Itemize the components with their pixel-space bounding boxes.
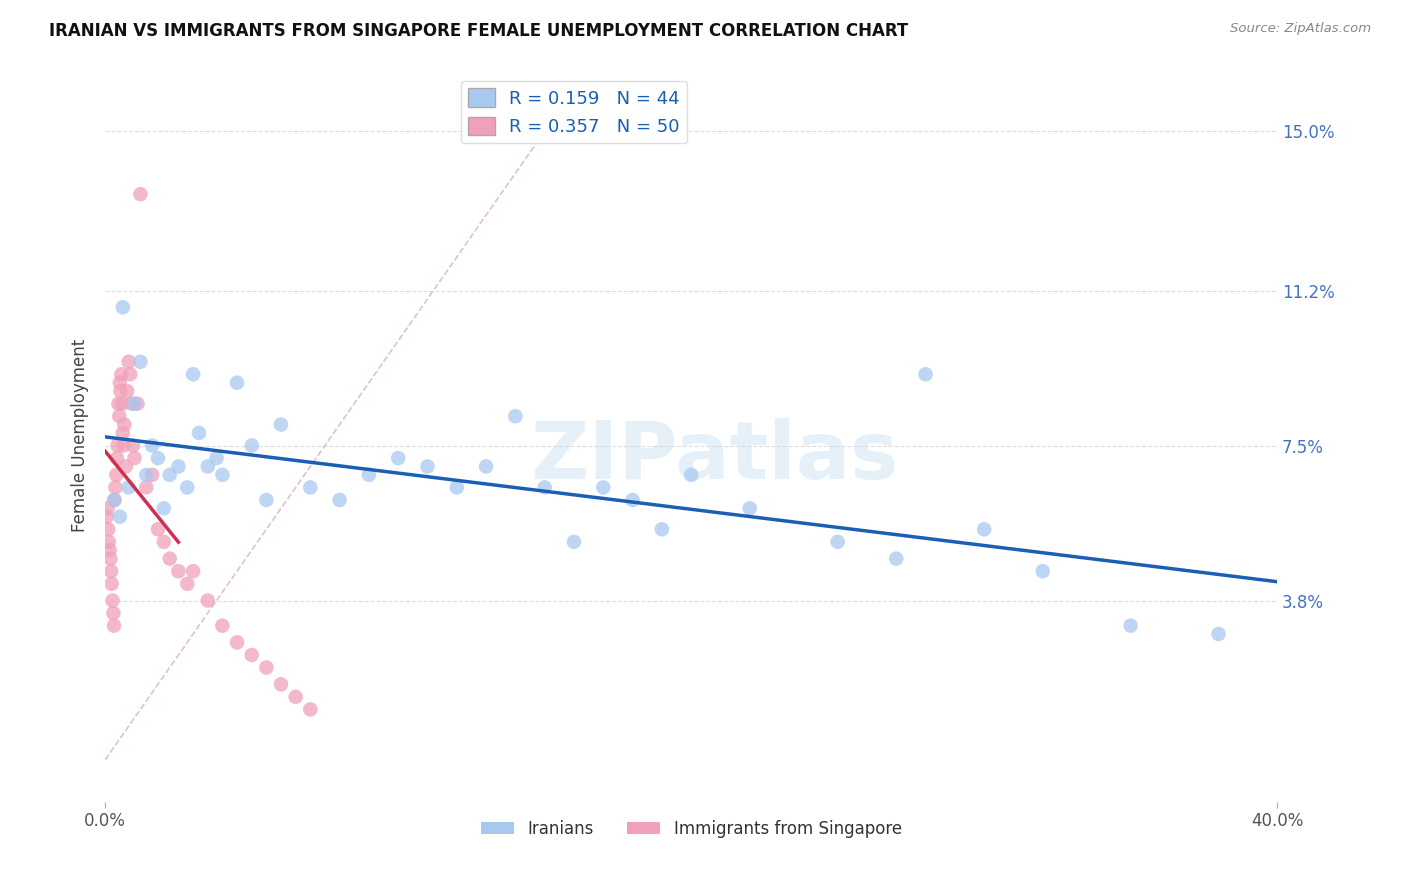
Point [120, 368, 142, 382]
Point [108, 509, 131, 524]
Point [124, 397, 146, 411]
Point [97, 534, 120, 549]
Point [533, 480, 555, 494]
Point [1119, 618, 1142, 632]
Point [176, 576, 198, 591]
Point [329, 493, 352, 508]
Point [122, 438, 145, 452]
Point [112, 417, 135, 432]
Point [205, 451, 228, 466]
Point [167, 564, 190, 578]
Point [103, 606, 125, 620]
Point [97, 522, 120, 536]
Point [135, 467, 157, 482]
Point [387, 451, 409, 466]
Point [827, 534, 849, 549]
Point [135, 480, 157, 494]
Point [112, 438, 135, 452]
Point [100, 551, 122, 566]
Point [254, 660, 277, 674]
Point [153, 501, 176, 516]
Text: ZIPatlas: ZIPatlas [530, 418, 898, 496]
Point [108, 376, 131, 390]
Point [159, 467, 181, 482]
Point [226, 635, 249, 649]
Point [124, 451, 146, 466]
Point [153, 534, 176, 549]
Point [100, 576, 122, 591]
Point [105, 451, 128, 466]
Point [188, 425, 211, 440]
Point [111, 397, 134, 411]
Point [681, 467, 703, 482]
Point [1208, 627, 1230, 641]
Point [270, 417, 292, 432]
Point [108, 409, 131, 424]
Point [254, 493, 277, 508]
Point [167, 459, 190, 474]
Point [270, 677, 292, 691]
Point [621, 493, 644, 508]
Point [446, 480, 468, 494]
Point [226, 376, 249, 390]
Point [110, 368, 132, 382]
Point [107, 438, 129, 452]
Point [121, 397, 143, 411]
Point [98, 543, 121, 558]
Point [146, 451, 169, 466]
Point [159, 551, 181, 566]
Point [197, 459, 219, 474]
Point [103, 493, 125, 508]
Point [141, 467, 163, 482]
Point [129, 187, 152, 202]
Point [96, 501, 118, 516]
Point [1032, 564, 1054, 578]
Point [103, 618, 125, 632]
Point [114, 459, 136, 474]
Point [127, 397, 149, 411]
Point [110, 384, 132, 398]
Point [115, 384, 138, 398]
Point [973, 522, 995, 536]
Point [211, 467, 233, 482]
Text: Source: ZipAtlas.com: Source: ZipAtlas.com [1230, 22, 1371, 36]
Point [416, 459, 439, 474]
Point [141, 438, 163, 452]
Point [100, 564, 122, 578]
Point [176, 480, 198, 494]
Point [914, 368, 936, 382]
Point [299, 702, 322, 716]
Point [475, 459, 498, 474]
Point [111, 425, 134, 440]
Point [284, 690, 307, 704]
Point [104, 480, 127, 494]
Point [884, 551, 907, 566]
Point [197, 593, 219, 607]
Point [129, 355, 152, 369]
Point [103, 493, 125, 508]
Legend: Iranians, Immigrants from Singapore: Iranians, Immigrants from Singapore [474, 814, 908, 845]
Point [118, 355, 141, 369]
Point [357, 467, 380, 482]
Point [107, 397, 129, 411]
Y-axis label: Female Unemployment: Female Unemployment [72, 338, 89, 532]
Point [562, 534, 585, 549]
Point [505, 409, 527, 424]
Point [101, 593, 124, 607]
Point [181, 564, 204, 578]
Text: IRANIAN VS IMMIGRANTS FROM SINGAPORE FEMALE UNEMPLOYMENT CORRELATION CHART: IRANIAN VS IMMIGRANTS FROM SINGAPORE FEM… [49, 22, 908, 40]
Point [105, 467, 128, 482]
Point [240, 648, 263, 662]
Point [96, 509, 118, 524]
Point [240, 438, 263, 452]
Point [299, 480, 322, 494]
Point [181, 368, 204, 382]
Point [738, 501, 761, 516]
Point [118, 480, 141, 494]
Point [592, 480, 614, 494]
Point [651, 522, 673, 536]
Point [146, 522, 169, 536]
Point [211, 618, 233, 632]
Point [111, 300, 134, 314]
